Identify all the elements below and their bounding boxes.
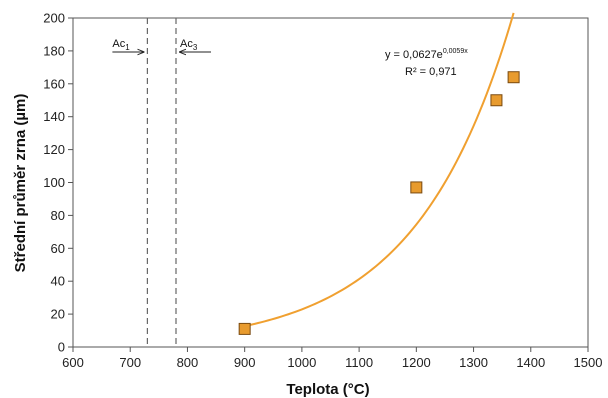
x-tick-label: 900 <box>234 355 256 370</box>
data-points <box>238 71 520 335</box>
y-tick-label: 40 <box>51 274 65 289</box>
y-tick-label: 0 <box>58 340 65 355</box>
x-tick-label: 700 <box>119 355 141 370</box>
x-tick-label: 1400 <box>516 355 545 370</box>
y-tick-label: 120 <box>43 142 65 157</box>
data-point <box>490 94 503 107</box>
plot-area <box>72 17 589 348</box>
y-tick-label: 140 <box>43 109 65 124</box>
y-tick-label: 20 <box>51 307 65 322</box>
reference-label-1: Ac1 <box>112 38 130 52</box>
y-axis-title: Střední průměr zrna (µm) <box>12 94 29 273</box>
trend-r-squared: R² = 0,971 <box>405 66 457 78</box>
y-tick-label: 80 <box>51 208 65 223</box>
y-tick-label: 100 <box>43 175 65 190</box>
trend-equation: y = 0,0627e0,0059x <box>385 48 468 61</box>
reference-label-2: Ac3 <box>180 38 198 52</box>
x-tick-label: 1300 <box>459 355 488 370</box>
data-point <box>410 181 423 194</box>
y-tick-label: 60 <box>51 241 65 256</box>
x-tick-label: 600 <box>62 355 84 370</box>
tick-labels: 600 700 800 900 1000 1100 1200 1300 1400 1500 0 20 4… <box>43 11 602 371</box>
x-tick-label: 1200 <box>402 355 431 370</box>
plot-frame <box>72 17 589 348</box>
x-axis-title: Teplota (°C) <box>286 381 369 398</box>
x-tick-label: 1100 <box>345 355 373 370</box>
y-tick-label: 160 <box>43 76 65 91</box>
data-point <box>507 71 520 84</box>
data-point <box>238 322 251 335</box>
trendline-group <box>244 12 515 328</box>
reference-lines: Ac1 Ac3 <box>112 18 211 347</box>
y-tick-label: 200 <box>43 11 65 26</box>
x-tick-label: 1500 <box>574 355 603 370</box>
trendline <box>244 12 515 328</box>
x-tick-label: 800 <box>177 355 199 370</box>
y-tick-label: 180 <box>43 43 65 58</box>
x-tick-label: 1000 <box>287 355 316 370</box>
